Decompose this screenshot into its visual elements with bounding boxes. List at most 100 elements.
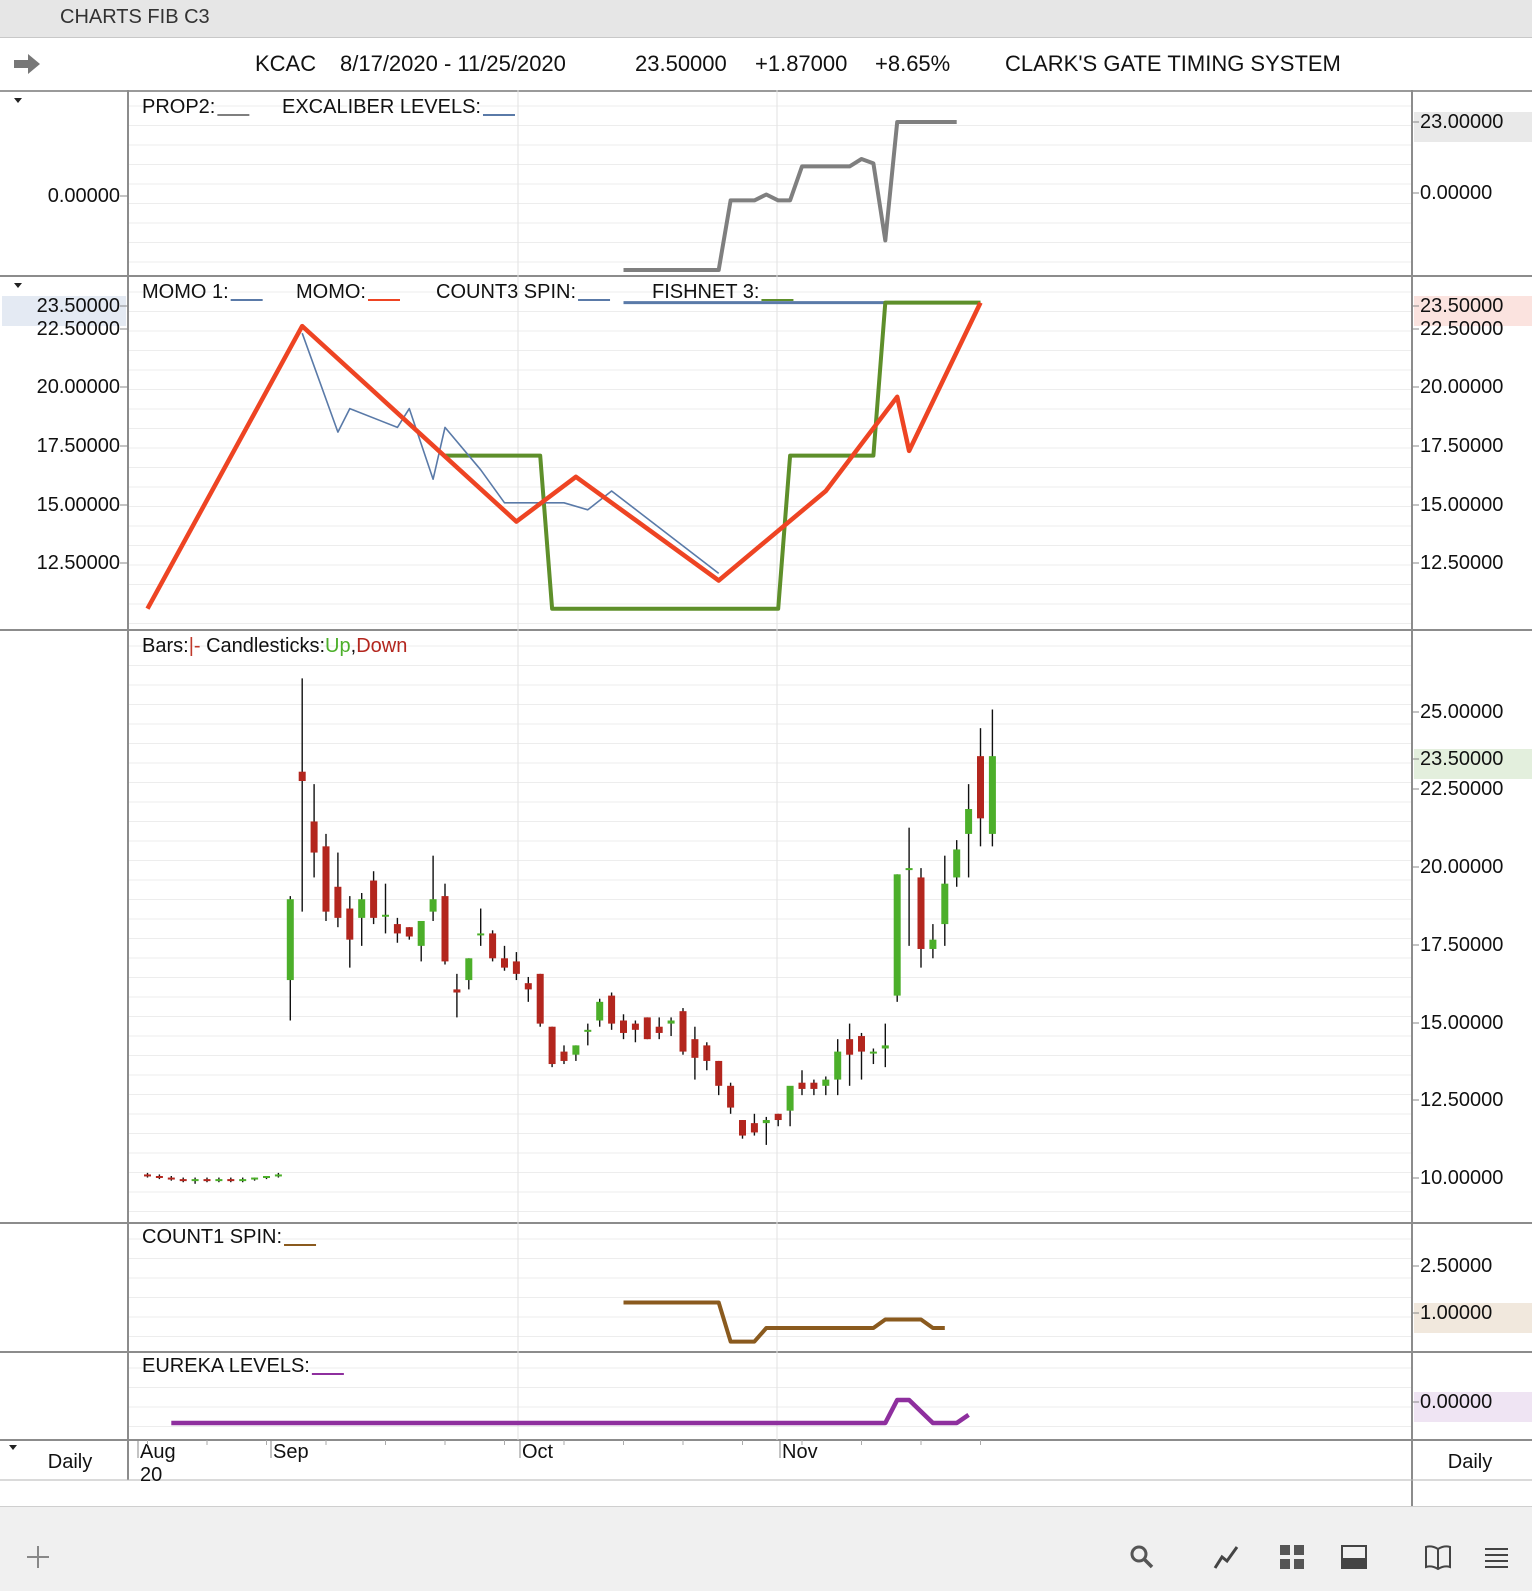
candle-body — [263, 1176, 270, 1178]
axis-label: 2.50000 — [1420, 1255, 1492, 1277]
axis-label: 0.00000 — [1420, 182, 1492, 204]
symbol: KCAC — [255, 51, 317, 76]
legend-item: PROP2: — [142, 96, 215, 118]
candle-body — [322, 846, 330, 912]
window-titlebar: CHARTS FIB C3 — [0, 0, 1532, 38]
candle-body — [441, 896, 449, 962]
candle-body — [750, 1123, 758, 1133]
candle-body — [739, 1120, 746, 1136]
date-range: 8/17/2020 - 11/25/2020 — [340, 51, 566, 76]
axis-label: 22.50000 — [37, 318, 120, 340]
axis-label: 20.00000 — [37, 376, 120, 398]
bottom-toolbar — [0, 1506, 1532, 1591]
candle-body — [977, 756, 984, 819]
axis-label: 12.50000 — [37, 552, 120, 574]
axis-label: 17.50000 — [1420, 435, 1503, 457]
line-chart-icon[interactable] — [1212, 1543, 1240, 1571]
candle-body — [417, 920, 425, 946]
candle-body — [489, 933, 497, 959]
legend-item: COUNT1 SPIN: — [142, 1226, 282, 1248]
candle-body — [631, 1023, 639, 1030]
momo1-line — [301, 332, 720, 575]
candle-body — [953, 849, 961, 878]
window-title: CHARTS FIB C3 — [60, 6, 210, 28]
axis-label: 17.50000 — [1420, 934, 1503, 956]
price-marker — [1414, 749, 1532, 779]
axis-label: 23.50000 — [1420, 295, 1503, 317]
axis-label: 25.00000 — [1420, 701, 1503, 723]
price-marker — [1414, 112, 1532, 142]
legend-item: COUNT3 SPIN: — [436, 281, 576, 303]
eureka-line — [171, 1397, 970, 1426]
candle-body — [501, 958, 508, 968]
excaliber-line — [623, 120, 957, 272]
system-name: CLARK'S GATE TIMING SYSTEM — [1005, 51, 1341, 76]
candle-body — [858, 1036, 865, 1052]
axis-label: 15.00000 — [1420, 1012, 1503, 1034]
candle-body — [917, 877, 925, 949]
axis-label: 23.50000 — [1420, 748, 1503, 770]
menu-icon[interactable] — [1482, 1543, 1510, 1571]
collapse-arrow-icon — [14, 98, 22, 103]
axis-label: 17.50000 — [37, 435, 120, 457]
month-label: Aug — [140, 1441, 176, 1463]
candle-body — [215, 1179, 223, 1182]
candle-body — [893, 874, 901, 996]
candle-body — [370, 880, 378, 918]
price-change: +1.87000 — [755, 51, 848, 76]
candle-body — [167, 1177, 175, 1180]
legend-item: FISHNET 3: — [652, 281, 759, 303]
candle-body — [286, 899, 294, 981]
candle-body — [703, 1045, 711, 1061]
price-marker — [1414, 296, 1532, 326]
plus-icon[interactable] — [24, 1543, 52, 1571]
candle-body — [774, 1113, 782, 1121]
axis-label: 23.50000 — [37, 295, 120, 317]
axis-label: 20.00000 — [1420, 376, 1503, 398]
candle-body — [144, 1174, 151, 1177]
axis-label: 1.00000 — [1420, 1302, 1492, 1324]
legend-item: MOMO 1: — [142, 281, 229, 303]
candle-body — [477, 933, 485, 936]
candle-body — [905, 868, 913, 871]
candle-body — [667, 1020, 675, 1024]
candle-body — [798, 1082, 806, 1089]
candle-body — [643, 1017, 651, 1040]
candle-body — [393, 924, 401, 934]
candle-body — [965, 809, 973, 834]
candle-body — [334, 886, 342, 918]
book-icon[interactable] — [1424, 1543, 1452, 1571]
candle-body — [608, 995, 616, 1024]
collapse-arrow-icon — [14, 283, 22, 288]
candle-body — [227, 1179, 235, 1182]
chart-canvas[interactable]: PROP2: EXCALIBER LEVELS: MOMO 1: MOMO: COUNT… — [0, 0, 1532, 1506]
candle-body — [465, 958, 473, 981]
candle-body — [310, 821, 318, 853]
candle-body — [786, 1085, 794, 1111]
candle-body — [274, 1174, 282, 1177]
price-change-pct: +8.65% — [875, 51, 951, 76]
collapse-arrow-icon — [9, 1445, 17, 1450]
search-icon[interactable] — [1128, 1543, 1156, 1571]
candle-body — [596, 1001, 604, 1021]
candle-body — [346, 908, 354, 940]
axis-label: 22.50000 — [1420, 318, 1503, 340]
forward-arrow-icon[interactable] — [12, 52, 42, 76]
candle-body — [560, 1051, 568, 1061]
price-marker — [1414, 1392, 1532, 1422]
candle-body — [691, 1039, 699, 1058]
legend-item: MOMO: — [296, 281, 366, 303]
candle-body — [810, 1082, 818, 1089]
legend-item: EXCALIBER LEVELS: — [282, 96, 481, 118]
panel-icon[interactable] — [1340, 1543, 1368, 1571]
candle-body — [715, 1060, 723, 1086]
axis-label: 23.00000 — [1420, 111, 1503, 133]
grid-icon[interactable] — [1278, 1543, 1306, 1571]
year-label: 20 — [140, 1464, 162, 1486]
candle-body — [239, 1179, 247, 1182]
symbol-info-bar: KCAC 8/17/2020 - 11/25/2020 23.50000 +1.… — [0, 38, 1532, 92]
axis-label: 12.50000 — [1420, 1089, 1503, 1111]
candle-body — [155, 1176, 163, 1178]
axis-label: 10.00000 — [1420, 1167, 1503, 1189]
candle-body — [834, 1051, 842, 1080]
